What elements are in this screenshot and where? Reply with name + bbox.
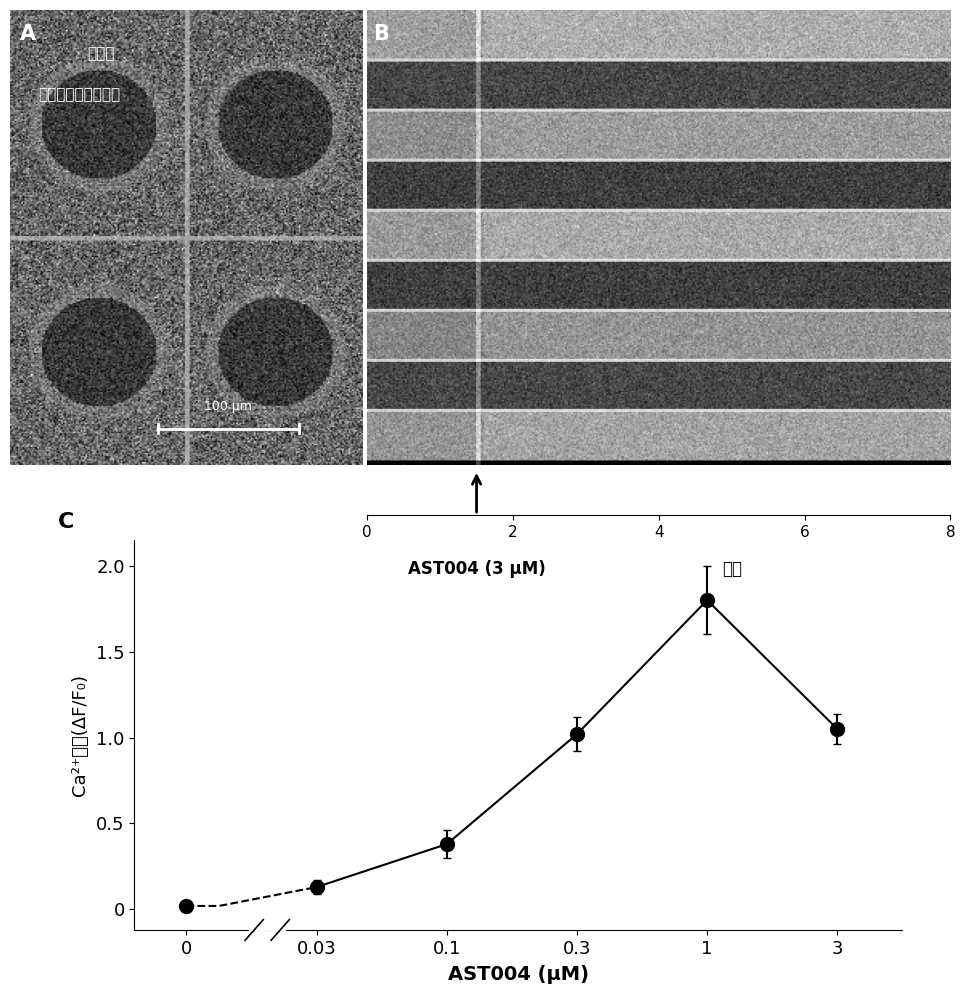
Text: 静止钙: 静止钙 bbox=[87, 46, 114, 61]
Text: 分钟: 分钟 bbox=[722, 560, 742, 578]
Y-axis label: Ca²⁺反应(ΔF/F₀): Ca²⁺反应(ΔF/F₀) bbox=[71, 674, 89, 796]
Text: C: C bbox=[58, 512, 74, 532]
X-axis label: AST004 (μM): AST004 (μM) bbox=[448, 965, 588, 984]
Text: 培养的星形胶质细胞: 培养的星形胶质细胞 bbox=[37, 87, 120, 102]
Text: A: A bbox=[20, 24, 36, 44]
Text: B: B bbox=[373, 24, 389, 44]
Bar bbox=[249, 927, 285, 930]
Text: AST004 (3 μM): AST004 (3 μM) bbox=[408, 560, 545, 578]
Text: 100 μm: 100 μm bbox=[204, 400, 252, 413]
